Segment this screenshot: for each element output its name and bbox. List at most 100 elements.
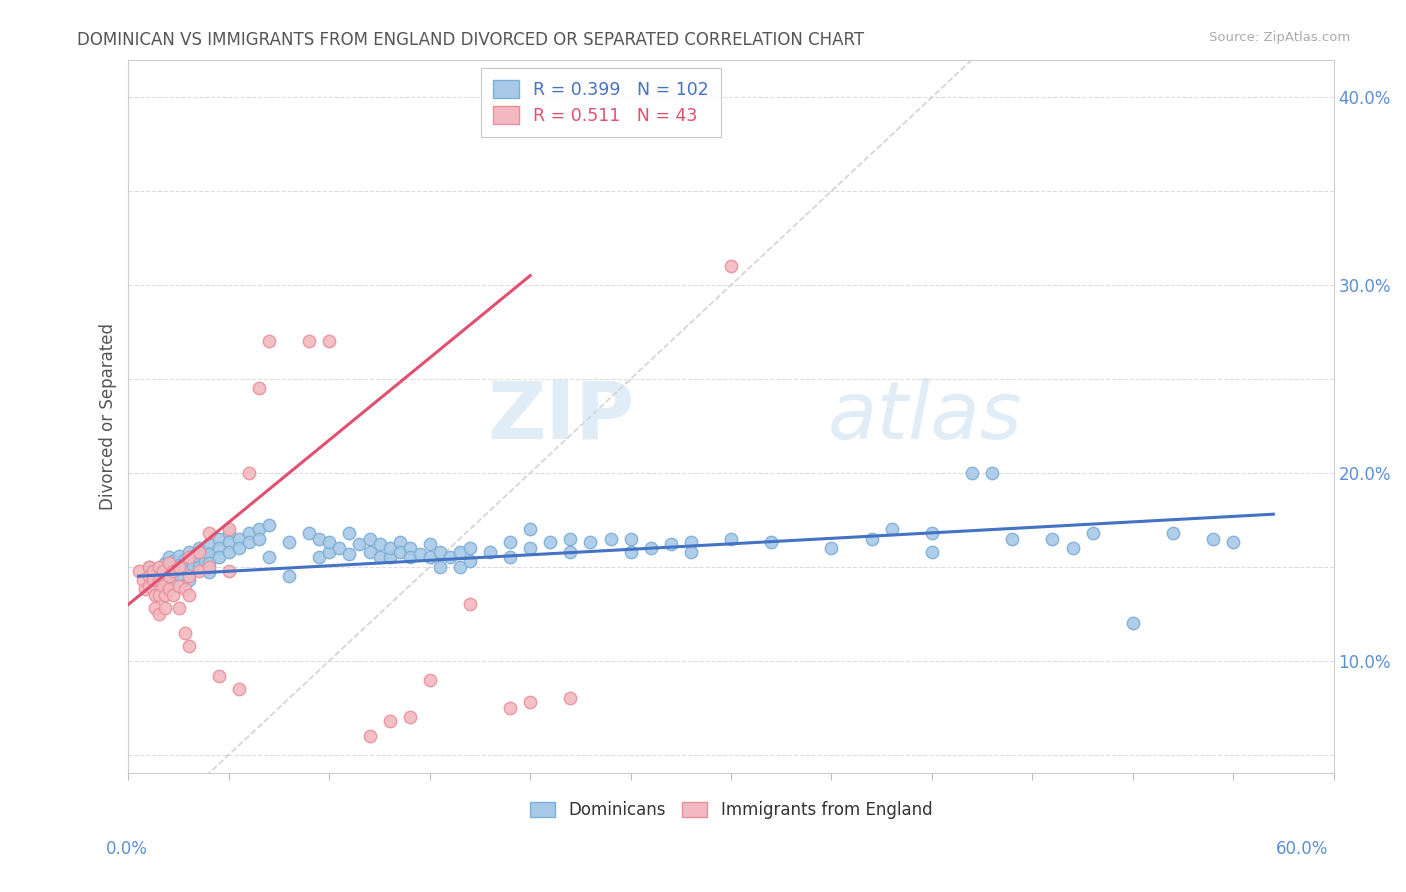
Point [148, 607, 170, 621]
Text: ZIP: ZIP [488, 377, 634, 456]
Point [960, 466, 983, 480]
Point [499, 550, 522, 565]
Point [820, 541, 842, 555]
Point [148, 564, 170, 578]
Point [177, 545, 200, 559]
Point [519, 541, 541, 555]
Point [153, 601, 176, 615]
Point [247, 381, 270, 395]
Point [148, 588, 170, 602]
Point [198, 537, 221, 551]
Point [198, 526, 221, 541]
Point [177, 569, 200, 583]
Point [142, 564, 165, 578]
Point [620, 545, 643, 559]
Point [177, 639, 200, 653]
Point [349, 537, 371, 551]
Point [458, 598, 481, 612]
Point [153, 574, 176, 589]
Point [177, 554, 200, 568]
Point [298, 334, 321, 349]
Point [409, 547, 432, 561]
Point [368, 537, 391, 551]
Point [187, 559, 209, 574]
Point [278, 535, 301, 549]
Point [138, 559, 160, 574]
Point [218, 522, 240, 536]
Point [218, 535, 240, 549]
Point [157, 550, 180, 565]
Point [187, 564, 209, 578]
Point [208, 669, 231, 683]
Point [157, 559, 180, 574]
Point [157, 556, 180, 570]
Point [194, 545, 217, 559]
Point [388, 545, 411, 559]
Point [538, 535, 561, 549]
Point [458, 554, 481, 568]
Point [247, 522, 270, 536]
Point [148, 573, 170, 587]
Point [148, 559, 170, 574]
Point [173, 552, 195, 566]
Point [153, 556, 176, 570]
Point [153, 566, 176, 580]
Point [187, 541, 209, 555]
Point [359, 729, 381, 743]
Point [167, 559, 190, 574]
Point [679, 545, 702, 559]
Point [228, 681, 250, 696]
Point [181, 549, 204, 563]
Point [359, 532, 381, 546]
Point [318, 334, 340, 349]
Point [1202, 532, 1225, 546]
Point [177, 550, 200, 565]
Point [257, 518, 280, 533]
Point [208, 532, 231, 546]
Point [167, 578, 190, 592]
Point [398, 550, 420, 565]
Point [679, 535, 702, 549]
Point [167, 601, 190, 615]
Text: Source: ZipAtlas.com: Source: ZipAtlas.com [1209, 31, 1350, 45]
Point [419, 673, 441, 687]
Point [148, 573, 170, 587]
Point [318, 545, 340, 559]
Point [162, 554, 184, 568]
Point [131, 573, 153, 587]
Text: atlas: atlas [828, 377, 1022, 456]
Point [138, 569, 160, 583]
Point [429, 559, 451, 574]
Point [339, 526, 361, 541]
Point [162, 573, 184, 587]
Point [177, 588, 200, 602]
Point [560, 532, 582, 546]
Point [167, 567, 190, 582]
Point [208, 550, 231, 565]
Point [1161, 526, 1184, 541]
Point [720, 259, 742, 273]
Point [1122, 616, 1144, 631]
Point [257, 550, 280, 565]
Point [981, 466, 1004, 480]
Point [138, 578, 160, 592]
Point [479, 545, 502, 559]
Point [198, 566, 221, 580]
Point [298, 526, 321, 541]
Point [378, 550, 401, 565]
Point [620, 532, 643, 546]
Point [157, 582, 180, 597]
Point [228, 541, 250, 555]
Point [328, 541, 350, 555]
Point [880, 522, 903, 536]
Text: 60.0%: 60.0% [1277, 840, 1329, 858]
Point [419, 550, 441, 565]
Point [1001, 532, 1024, 546]
Point [398, 541, 420, 555]
Point [142, 569, 165, 583]
Point [318, 535, 340, 549]
Point [1062, 541, 1084, 555]
Point [167, 549, 190, 563]
Point [308, 550, 330, 565]
Point [419, 537, 441, 551]
